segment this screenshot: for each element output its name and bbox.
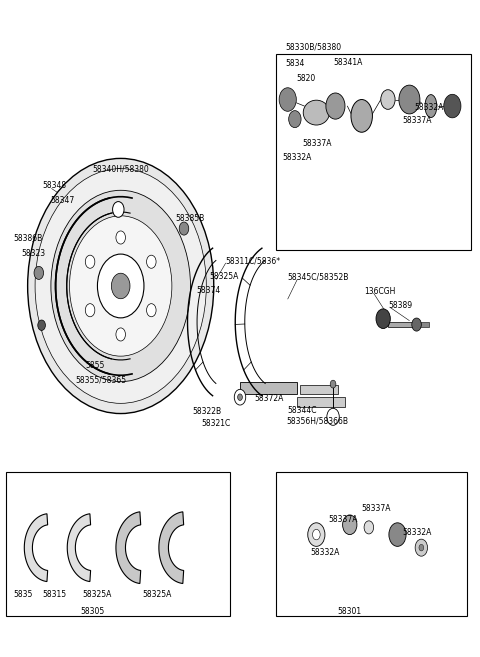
Circle shape	[38, 320, 46, 330]
Text: 58341A: 58341A	[333, 58, 362, 67]
Circle shape	[146, 304, 156, 317]
Bar	[419, 322, 429, 327]
Circle shape	[28, 158, 214, 413]
Bar	[276, 54, 471, 250]
Ellipse shape	[326, 93, 345, 119]
Circle shape	[412, 318, 421, 331]
Circle shape	[97, 254, 144, 318]
Circle shape	[35, 169, 206, 403]
Text: 58315: 58315	[42, 589, 66, 599]
Text: 58332A: 58332A	[414, 103, 444, 112]
Text: 58305: 58305	[80, 606, 104, 616]
Text: 58337A: 58337A	[328, 515, 358, 524]
Ellipse shape	[303, 100, 329, 125]
Circle shape	[279, 88, 296, 111]
Circle shape	[116, 231, 125, 244]
Circle shape	[343, 515, 357, 535]
Circle shape	[111, 273, 130, 299]
Text: 58389: 58389	[388, 301, 412, 310]
Circle shape	[238, 394, 242, 401]
Text: 5855: 5855	[85, 361, 104, 371]
Text: 58337A: 58337A	[302, 139, 332, 148]
Circle shape	[85, 255, 95, 268]
Text: 58344C: 58344C	[288, 406, 317, 415]
Text: 58356H/58366B: 58356H/58366B	[287, 417, 349, 426]
Circle shape	[113, 202, 124, 217]
Text: 5820: 5820	[296, 74, 315, 83]
Text: 58325A: 58325A	[83, 589, 112, 599]
Text: 58348: 58348	[42, 181, 66, 190]
Circle shape	[70, 215, 172, 356]
Text: 58323: 58323	[22, 250, 46, 258]
Circle shape	[51, 191, 191, 382]
Circle shape	[179, 222, 189, 235]
Ellipse shape	[351, 99, 372, 132]
Bar	[240, 382, 297, 394]
Circle shape	[419, 545, 424, 551]
Text: 58374: 58374	[196, 286, 220, 295]
Text: 58386B: 58386B	[13, 234, 43, 242]
Circle shape	[364, 521, 373, 534]
Text: 58337A: 58337A	[362, 504, 391, 513]
Text: 58332A: 58332A	[282, 152, 312, 162]
Text: 58325A: 58325A	[142, 589, 171, 599]
Polygon shape	[116, 512, 141, 583]
Circle shape	[116, 328, 125, 341]
Text: 58311C/5836*: 58311C/5836*	[226, 257, 281, 265]
Circle shape	[34, 266, 44, 279]
Circle shape	[389, 523, 406, 547]
Bar	[276, 472, 467, 616]
Text: 58321C: 58321C	[201, 419, 230, 428]
Circle shape	[85, 304, 95, 317]
Circle shape	[376, 309, 390, 328]
Text: 58332A: 58332A	[402, 528, 432, 537]
Bar	[107, 366, 135, 378]
Circle shape	[415, 539, 428, 556]
Circle shape	[330, 380, 336, 388]
Circle shape	[444, 95, 461, 118]
Circle shape	[327, 408, 339, 425]
Text: 58322B: 58322B	[192, 407, 221, 416]
Text: 136CGH: 136CGH	[364, 286, 396, 296]
Text: 58330B/58380: 58330B/58380	[285, 43, 341, 52]
Polygon shape	[159, 512, 184, 583]
Bar	[300, 386, 338, 394]
Text: 5834: 5834	[285, 59, 305, 68]
Text: 58332A: 58332A	[311, 548, 340, 556]
Text: 58340H/58380: 58340H/58380	[92, 164, 149, 173]
Circle shape	[146, 255, 156, 268]
Text: 58372A: 58372A	[254, 394, 284, 403]
Ellipse shape	[425, 95, 437, 118]
Bar	[6, 472, 230, 616]
Text: 58325A: 58325A	[209, 272, 239, 281]
Circle shape	[308, 523, 325, 547]
Text: 58347: 58347	[50, 196, 75, 206]
Text: 58355/58365: 58355/58365	[75, 375, 127, 384]
Circle shape	[399, 85, 420, 114]
Text: 58385B: 58385B	[176, 214, 205, 223]
Bar	[297, 397, 345, 407]
Text: 58337A: 58337A	[402, 116, 432, 125]
Bar	[388, 322, 414, 327]
Bar	[109, 189, 132, 203]
Circle shape	[312, 530, 320, 540]
Text: 5835: 5835	[13, 589, 33, 599]
Circle shape	[234, 390, 246, 405]
Text: 58301: 58301	[338, 606, 362, 616]
Circle shape	[288, 110, 301, 127]
Ellipse shape	[381, 90, 395, 109]
Polygon shape	[24, 514, 48, 581]
Text: 58345C/58352B: 58345C/58352B	[288, 273, 349, 282]
Polygon shape	[67, 514, 91, 581]
